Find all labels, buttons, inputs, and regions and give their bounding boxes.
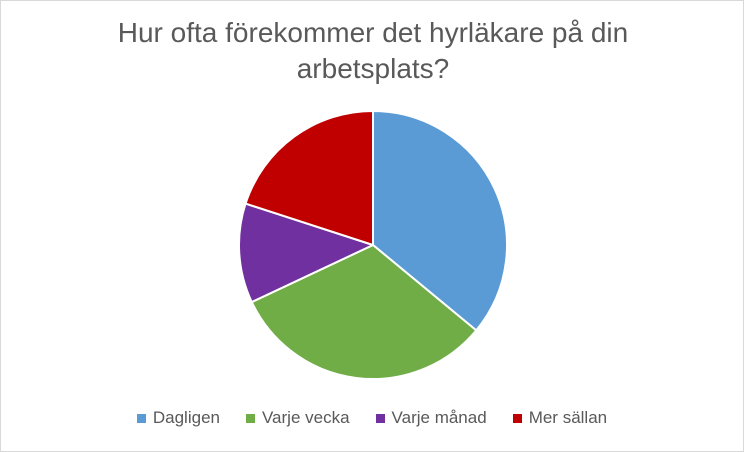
chart-legend: Dagligen Varje vecka Varje månad Mer säl…	[0, 408, 744, 428]
legend-label: Varje månad	[391, 408, 487, 427]
legend-swatch	[136, 413, 146, 423]
pie-slice-4	[244, 110, 374, 246]
legend-swatch	[245, 413, 255, 423]
pie-slice-2	[250, 244, 478, 380]
legend-swatch	[375, 413, 385, 423]
legend-label: Varje vecka	[261, 408, 350, 427]
chart-title: Hur ofta förekommer det hyrläkare på din…	[117, 17, 629, 84]
pie-slice-1	[372, 110, 508, 332]
legend-item-varje-vecka: Varje vecka	[245, 408, 350, 428]
legend-label: Dagligen	[152, 408, 220, 427]
legend-item-dagligen: Dagligen	[136, 408, 220, 428]
pie-slice-3	[238, 202, 374, 304]
legend-item-varje-manad: Varje månad	[375, 408, 487, 428]
legend-item-mer-sallan: Mer sällan	[512, 408, 608, 428]
legend-swatch	[512, 413, 522, 423]
legend-label: Mer sällan	[528, 408, 608, 427]
